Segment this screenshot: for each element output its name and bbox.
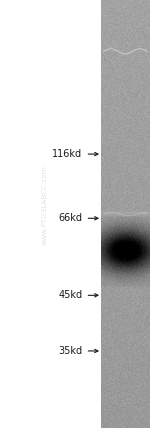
Text: 66kd: 66kd — [58, 213, 82, 223]
Text: 45kd: 45kd — [58, 290, 82, 300]
Text: www.PTG3LABCC.com: www.PTG3LABCC.com — [42, 166, 48, 245]
Text: 35kd: 35kd — [58, 346, 82, 356]
Text: 116kd: 116kd — [52, 149, 82, 159]
